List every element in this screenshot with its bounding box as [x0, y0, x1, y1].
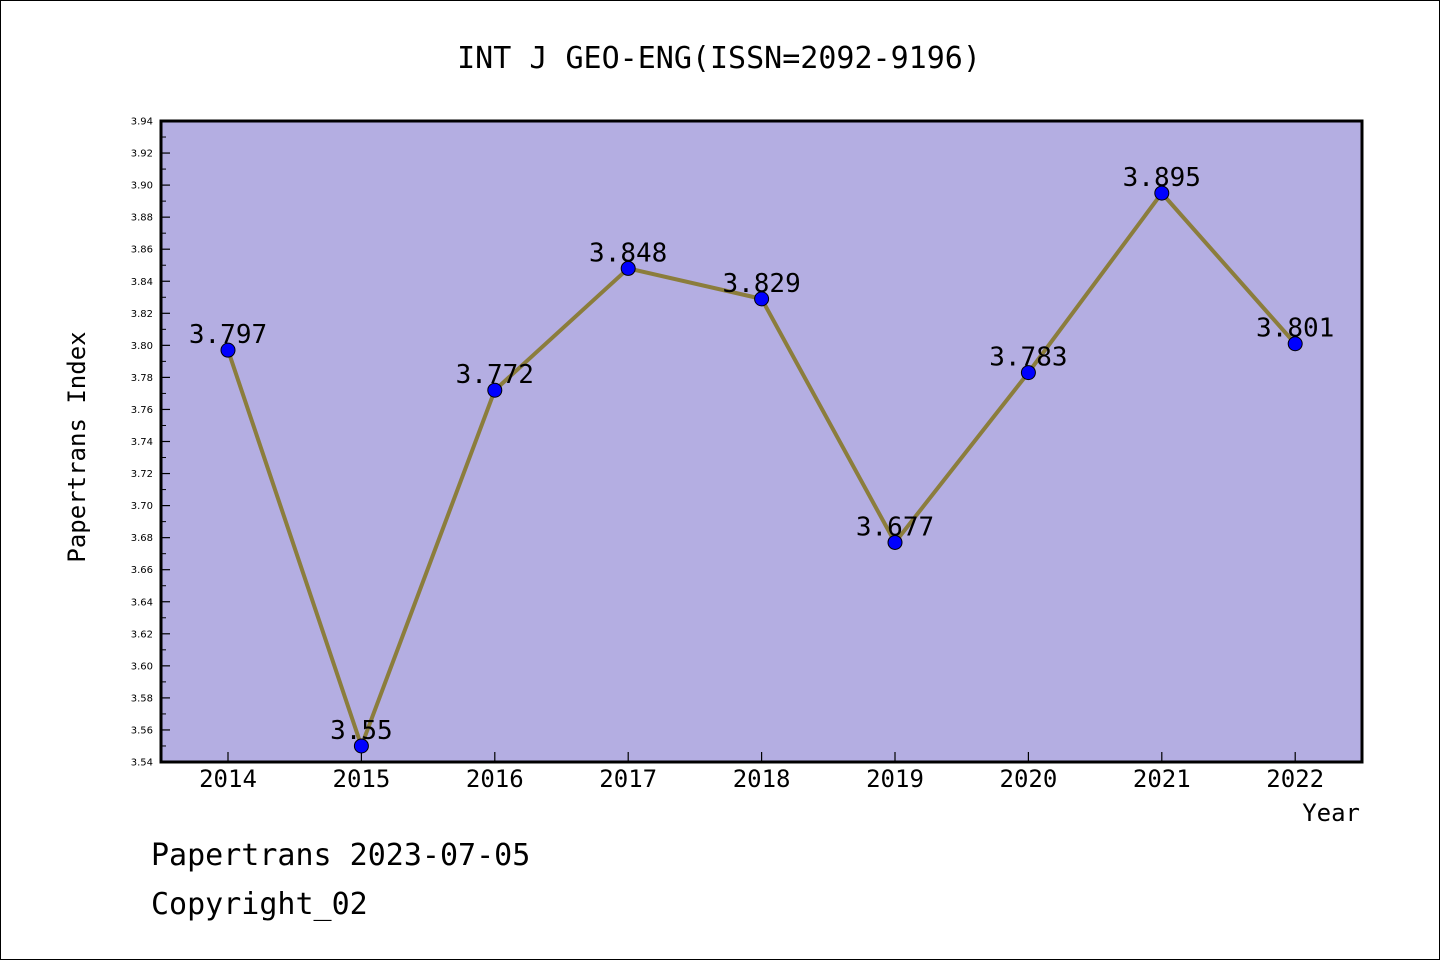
- y-tick-label: 3.78: [131, 373, 153, 384]
- y-tick-label: 3.80: [131, 341, 153, 352]
- y-tick-label: 3.60: [131, 661, 153, 672]
- y-tick-label: 3.92: [131, 149, 153, 160]
- y-tick-label: 3.76: [131, 405, 153, 416]
- y-tick-label: 3.82: [131, 309, 153, 320]
- chart-title: INT J GEO-ENG(ISSN=2092-9196): [457, 41, 981, 76]
- y-tick-label: 3.72: [131, 469, 153, 480]
- y-axis-label: Papertrans Index: [63, 331, 91, 562]
- data-point: [1154, 185, 1170, 201]
- y-tick-label: 3.56: [131, 725, 153, 736]
- y-tick-label: 3.88: [131, 213, 153, 224]
- data-point: [1287, 336, 1303, 352]
- series-markers: [220, 185, 1303, 754]
- data-label: 3.677: [856, 512, 934, 542]
- y-tick-label: 3.70: [131, 501, 153, 512]
- plot-area: [161, 121, 1362, 762]
- footer-date: Papertrans 2023-07-05: [151, 838, 530, 873]
- x-tick-label: 2022: [1266, 765, 1324, 793]
- data-point: [487, 382, 503, 398]
- data-point: [220, 342, 236, 358]
- data-label: 3.801: [1256, 314, 1334, 344]
- data-labels: 3.797 3.55 3.772 3.848 3.829 3.677 3.783 3.895 3…: [189, 163, 1334, 746]
- y-tick-label: 3.64: [131, 597, 153, 608]
- y-tick-label: 3.62: [131, 629, 153, 640]
- data-point: [353, 738, 369, 754]
- x-axis-ticks: 2014 2015 2016 2017 2018 2019 2020 2021 2022: [199, 752, 1324, 793]
- x-tick-label: 2016: [466, 765, 524, 793]
- x-tick-label: 2018: [733, 765, 791, 793]
- data-label: 3.848: [589, 238, 667, 268]
- y-tick-label: 3.86: [131, 245, 153, 256]
- y-tick-label: 3.74: [131, 437, 153, 448]
- data-label: 3.895: [1123, 163, 1201, 193]
- plot-border: [159, 119, 1364, 764]
- x-tick-label: 2019: [866, 765, 924, 793]
- y-tick-label: 3.68: [131, 533, 153, 544]
- data-label: 3.797: [189, 320, 267, 350]
- x-tick-label: 2017: [599, 765, 657, 793]
- data-label: 3.772: [456, 360, 534, 390]
- y-tick-label: 3.84: [131, 277, 153, 288]
- x-tick-label: 2015: [333, 765, 391, 793]
- data-point: [1020, 365, 1036, 381]
- x-tick-label: 2020: [1000, 765, 1058, 793]
- footer-copyright: Copyright_02: [151, 887, 368, 922]
- y-tick-label: 3.54: [131, 758, 153, 769]
- data-label: 3.783: [989, 343, 1067, 373]
- data-point: [887, 534, 903, 550]
- data-label: 3.829: [722, 269, 800, 299]
- data-label: 3.55: [330, 716, 393, 746]
- x-tick-label: 2021: [1133, 765, 1191, 793]
- data-point: [754, 291, 770, 307]
- y-tick-label: 3.58: [131, 693, 153, 704]
- x-axis-label: Year: [1302, 799, 1360, 827]
- y-tick-label: 3.66: [131, 565, 153, 576]
- y-tick-label: 3.90: [131, 181, 153, 192]
- data-point: [620, 260, 636, 276]
- x-tick-label: 2014: [199, 765, 257, 793]
- y-tick-label: 3.94: [131, 117, 153, 128]
